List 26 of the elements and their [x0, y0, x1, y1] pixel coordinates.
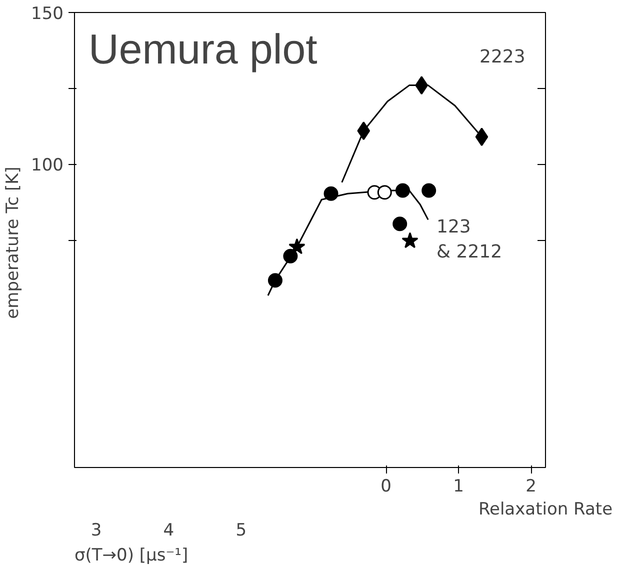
y-axis-title: emperature Tc [K] — [3, 166, 24, 319]
x2-tick-label: 5 — [236, 520, 247, 540]
point — [475, 128, 488, 146]
annotation: 123 & 2212 — [436, 216, 502, 262]
x-tick-label: 2 — [526, 476, 536, 496]
x-tick-label: 0 — [380, 476, 392, 496]
point — [357, 122, 370, 140]
point — [377, 185, 392, 200]
point — [283, 248, 298, 264]
point — [415, 76, 428, 95]
point — [268, 273, 282, 288]
x2-tick-label: 4 — [163, 520, 174, 540]
point — [402, 232, 418, 248]
point — [288, 238, 306, 254]
text: σ(T→0) [μs⁻¹] — [74, 546, 188, 566]
annotation: Uemura plot — [88, 26, 318, 72]
point — [396, 183, 410, 198]
y-tick-label: 100 — [31, 156, 64, 176]
y-tick-label: 150 — [31, 4, 64, 24]
annotation: 2223 — [480, 46, 526, 68]
x-axis-title: Relaxation Rate — [478, 500, 613, 520]
x2-tick-label: 3 — [90, 520, 102, 540]
x-tick-label: 1 — [453, 476, 464, 496]
point — [324, 186, 338, 201]
point — [422, 183, 436, 198]
point — [392, 216, 408, 232]
